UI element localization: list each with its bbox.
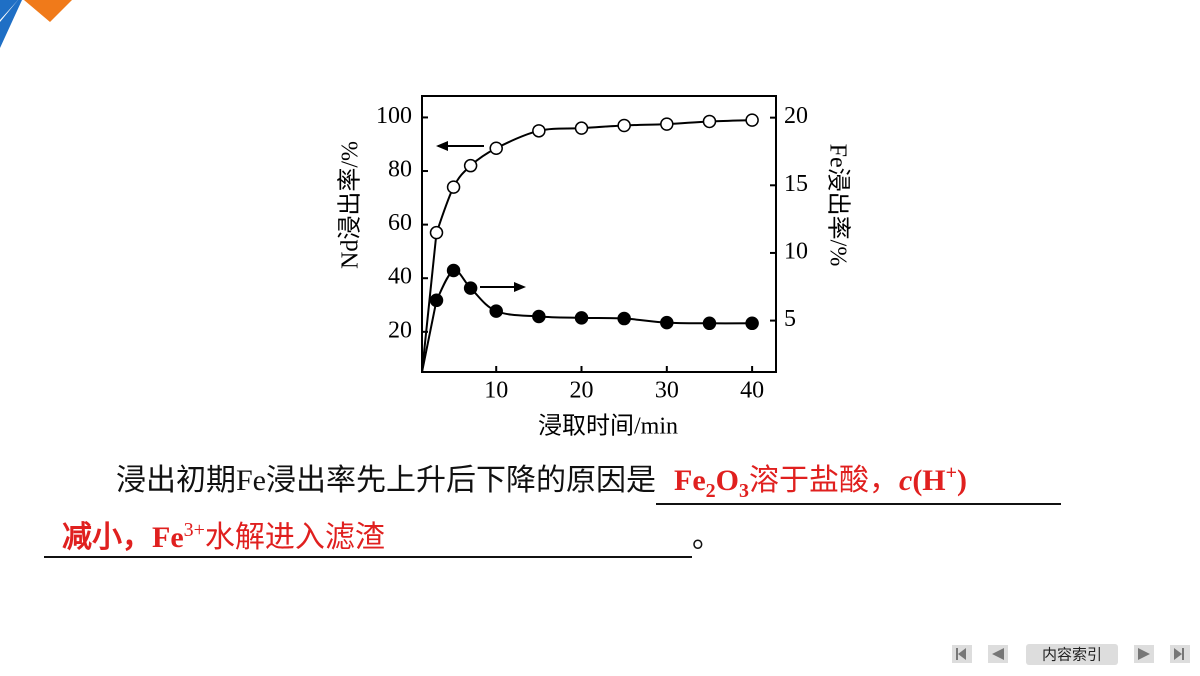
y2-tick-label: 10: [784, 238, 808, 264]
answer-text: O: [715, 464, 739, 497]
question-end: 。: [692, 521, 722, 554]
y-tick-label: 80: [388, 157, 412, 183]
y-tick-label: 20: [388, 317, 412, 343]
answer-sup: 3+: [183, 519, 205, 541]
nav-index[interactable]: 内容索引: [1026, 644, 1118, 665]
answer-sub: 2: [705, 480, 716, 502]
answer-text: 减小，Fe: [62, 521, 184, 554]
point: [532, 309, 546, 324]
arrow-left-head: [436, 141, 448, 151]
y2-tick-label: 5: [784, 306, 796, 332]
point: [745, 113, 759, 127]
nav-last[interactable]: [1170, 645, 1190, 663]
y-tick-label: 40: [388, 264, 412, 290]
y2-axis-label: Fe浸出率/%: [824, 144, 851, 267]
chart: 浸取时间/min Nd浸出率/% Fe浸出率/% 10 20 30 40 20 40 60 8…: [337, 95, 852, 440]
answer-text: 溶于盐酸，: [748, 464, 899, 497]
answer-sup: +: [945, 462, 958, 484]
curve-lead: [421, 300, 438, 373]
answer-text: 水解进入滤渣: [204, 521, 385, 554]
nav-first[interactable]: [952, 645, 972, 663]
question-line-2: 减小，Fe3+水解进入滤渣。: [44, 512, 722, 558]
y-tick-label: 100: [376, 103, 412, 129]
point: [489, 141, 503, 156]
answer-blank-1: Fe2O3溶于盐酸，c(H+): [656, 455, 1061, 505]
nav-index-label: 内容索引: [1042, 646, 1102, 664]
y2-tick-label: 15: [784, 171, 808, 197]
answer-text: ): [957, 464, 968, 497]
plot-frame: [421, 95, 777, 373]
point: [446, 263, 461, 278]
point: [574, 121, 589, 135]
point: [463, 281, 478, 295]
point: [489, 304, 503, 318]
point: [429, 293, 444, 308]
y2-tick-label: 20: [784, 103, 808, 129]
point: [660, 117, 674, 131]
x-tick-label: 10: [484, 378, 508, 404]
x-axis-label: 浸取时间/min: [538, 413, 678, 440]
curve-lead: [421, 232, 438, 373]
nav-next[interactable]: [1134, 645, 1154, 663]
series-line: [435, 119, 753, 234]
point: [617, 118, 631, 133]
logo-orange: [24, 0, 72, 22]
logo-blue-2: [0, 0, 22, 48]
nav-bar: 内容索引: [952, 644, 1190, 665]
question-stem: 浸出初期Fe浸出率先上升后下降的原因是: [116, 464, 656, 497]
point: [660, 315, 674, 330]
y-axis-label: Nd浸出率/%: [337, 141, 364, 269]
answer-text: c: [898, 464, 913, 497]
y-tick-label: 60: [388, 210, 412, 236]
x-tick-label: 40: [740, 378, 764, 404]
point: [702, 316, 717, 331]
series-line: [435, 269, 753, 325]
answer-blank-2: 减小，Fe3+水解进入滤渣: [44, 512, 692, 558]
point: [429, 225, 444, 240]
point: [745, 316, 759, 331]
point: [574, 311, 589, 325]
nav-prev[interactable]: [988, 645, 1008, 663]
point: [617, 311, 631, 326]
point: [532, 124, 546, 138]
point: [446, 180, 461, 194]
answer-sub: 3: [738, 480, 749, 502]
answer-text: (H: [912, 464, 946, 497]
point: [702, 114, 717, 129]
point: [463, 158, 478, 173]
x-tick-label: 20: [570, 378, 594, 404]
answer-text: Fe: [674, 464, 706, 497]
x-tick-label: 30: [655, 378, 679, 404]
question-line-1: 浸出初期Fe浸出率先上升后下降的原因是 Fe2O3溶于盐酸，c(H+): [116, 455, 1061, 505]
arrow-right-head: [514, 282, 526, 292]
logo-blue: [0, 0, 18, 20]
